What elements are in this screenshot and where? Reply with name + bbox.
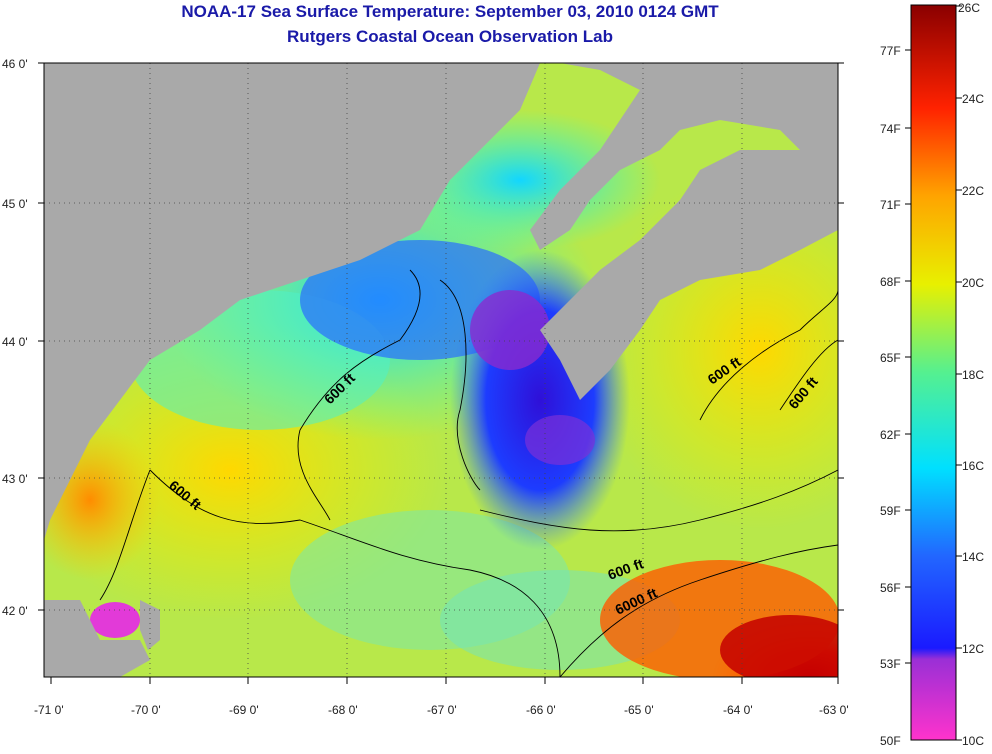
cbar-c-24: 24C (962, 92, 984, 106)
cbar-c-26: 26C (958, 1, 980, 15)
lon-label-68: -68 0' (328, 703, 358, 717)
lon-label-67: -67 0' (427, 703, 457, 717)
cbar-c-10: 10C (962, 734, 984, 748)
cbar-f-77: 77F (880, 44, 901, 58)
map-frame (43, 62, 839, 678)
lon-label-71: -71 0' (34, 703, 64, 717)
cbar-c-12: 12C (962, 642, 984, 656)
cbar-f-59: 59F (880, 504, 901, 518)
depth-contours (99, 269, 838, 677)
cbar-c-20: 20C (962, 276, 984, 290)
lat-label-44: 44 0' (2, 335, 28, 349)
cbar-f-74: 74F (880, 122, 901, 136)
lat-label-46: 46 0' (2, 57, 28, 71)
colorbar-gradient (910, 4, 957, 741)
lon-label-66: -66 0' (526, 703, 556, 717)
map-subtitle: Rutgers Coastal Ocean Observation Lab (287, 27, 613, 46)
sst-field: 600 ft 600 ft 600 ft 600 ft 600 ft 6000 … (44, 63, 838, 677)
lon-label-63: -63 0' (819, 703, 849, 717)
lat-label-43: 43 0' (2, 472, 28, 486)
cbar-f-62: 62F (880, 428, 901, 442)
cbar-f-71: 71F (880, 198, 901, 212)
cbar-c-16: 16C (962, 459, 984, 473)
cbar-f-68: 68F (880, 275, 901, 289)
lon-label-64: -64 0' (723, 703, 753, 717)
lon-label-70: -70 0' (131, 703, 161, 717)
cbar-c-18: 18C (962, 368, 984, 382)
cbar-f-65: 65F (880, 351, 901, 365)
lon-label-65: -65 0' (624, 703, 654, 717)
axis-ticks (38, 62, 844, 684)
lat-label-42: 42 0' (2, 604, 28, 618)
cbar-f-50: 50F (880, 734, 901, 748)
map-title: NOAA-17 Sea Surface Temperature: Septemb… (181, 2, 719, 21)
lat-label-45: 45 0' (2, 197, 28, 211)
cbar-f-56: 56F (880, 581, 901, 595)
lon-label-69: -69 0' (229, 703, 259, 717)
colorbar: 26C 24C 22C 20C 18C 16C 14C 12C 10C 77F … (880, 1, 984, 748)
cbar-c-22: 22C (962, 184, 984, 198)
cbar-f-53: 53F (880, 657, 901, 671)
cbar-c-14: 14C (962, 550, 984, 564)
